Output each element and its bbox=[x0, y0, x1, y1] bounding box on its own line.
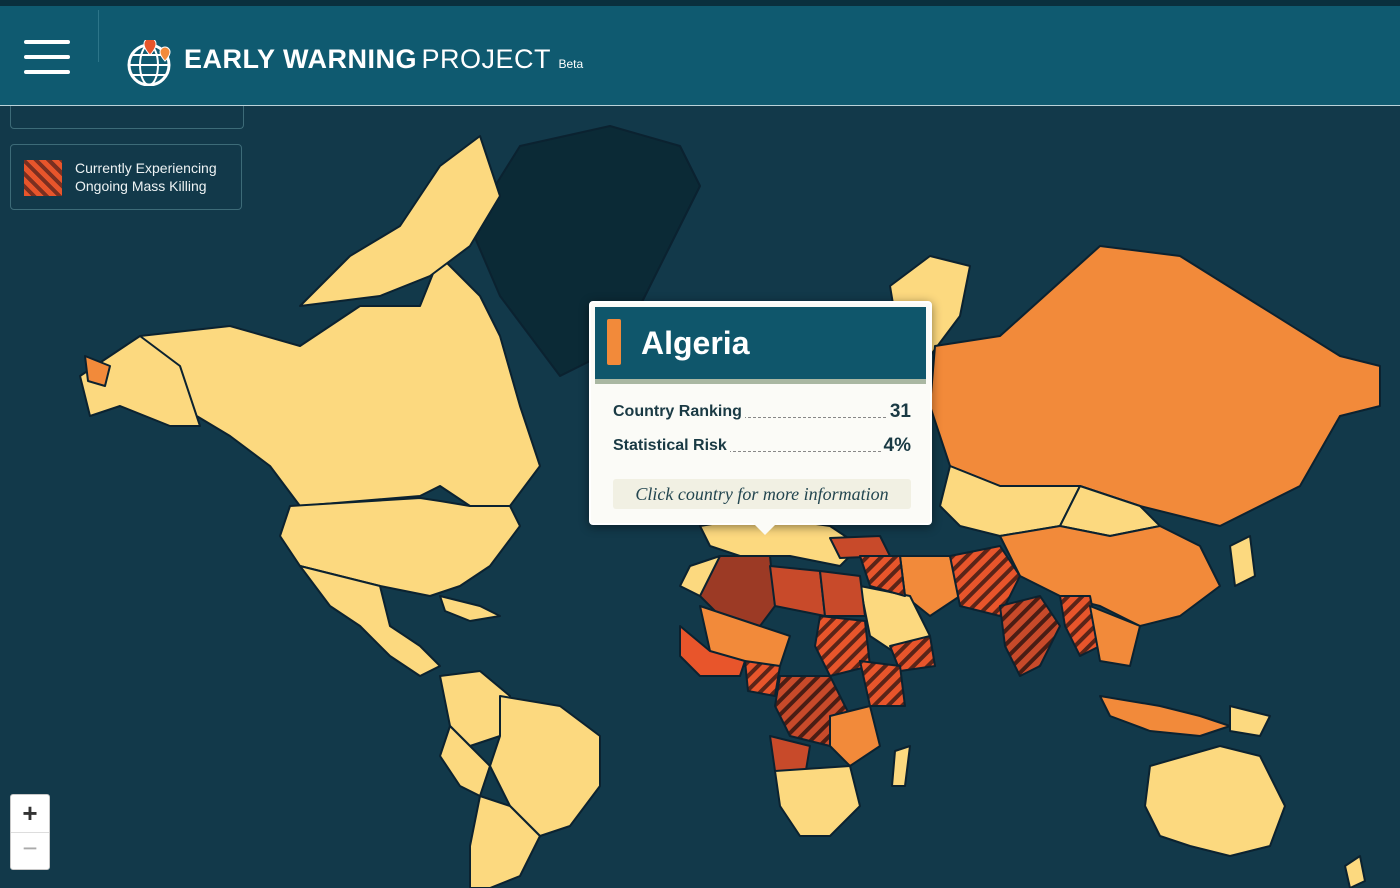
country-canada[interactable] bbox=[139, 255, 541, 507]
country-syria-iraq[interactable] bbox=[859, 555, 906, 597]
top-navigation-bar: EARLY WARNING PROJECT Beta bbox=[0, 0, 1400, 106]
tooltip-hint: Click country for more information bbox=[613, 479, 911, 509]
region-southeast-asia[interactable] bbox=[1089, 605, 1141, 667]
country-india[interactable] bbox=[999, 595, 1061, 677]
legend-ongoing-mass-killing: Currently Experiencing Ongoing Mass Kill… bbox=[10, 144, 242, 210]
hatch-swatch bbox=[24, 160, 62, 196]
risk-label: Statistical Risk bbox=[613, 437, 730, 455]
tooltip-country-name: Algeria bbox=[641, 325, 750, 361]
country-egypt[interactable] bbox=[819, 570, 866, 617]
globe-pin-icon[interactable] bbox=[124, 40, 174, 86]
ranking-label: Country Ranking bbox=[613, 403, 745, 421]
statistical-risk-row: Statistical Risk 4% bbox=[613, 435, 911, 459]
country-argentina-chile[interactable] bbox=[469, 795, 541, 888]
country-japan[interactable] bbox=[1229, 535, 1256, 587]
country-tooltip: Algeria Country Ranking 31 Statistical R… bbox=[589, 301, 932, 535]
country-brazil[interactable] bbox=[489, 695, 601, 837]
country-west-africa[interactable] bbox=[679, 625, 746, 677]
country-ranking-row: Country Ranking 31 bbox=[613, 401, 911, 425]
country-southern-africa[interactable] bbox=[774, 765, 861, 837]
risk-color-bar bbox=[607, 319, 621, 365]
brand-bold: EARLY WARNING bbox=[184, 44, 418, 74]
legend-panel-top bbox=[10, 106, 244, 129]
country-mexico[interactable] bbox=[299, 565, 441, 677]
country-east-africa[interactable] bbox=[829, 705, 881, 767]
beta-badge: Beta bbox=[558, 57, 584, 71]
country-sudan[interactable] bbox=[814, 615, 871, 677]
country-canada-islands[interactable] bbox=[299, 135, 501, 307]
country-afghanistan-pakistan[interactable] bbox=[949, 545, 1021, 617]
legend-line-2: Ongoing Mass Killing bbox=[75, 178, 207, 194]
country-greenland[interactable] bbox=[469, 125, 701, 377]
country-indonesia[interactable] bbox=[1099, 695, 1231, 737]
world-risk-map[interactable] bbox=[0, 106, 1400, 888]
risk-value: 4% bbox=[880, 435, 911, 457]
country-papua[interactable] bbox=[1229, 705, 1271, 737]
country-russia-chukotka[interactable] bbox=[84, 355, 111, 387]
site-logo-text[interactable]: EARLY WARNING PROJECT Beta bbox=[184, 44, 583, 75]
country-yemen[interactable] bbox=[889, 635, 936, 672]
country-turkey[interactable] bbox=[829, 535, 891, 559]
legend-line-1: Currently Experiencing bbox=[75, 160, 217, 176]
zoom-in-button[interactable]: + bbox=[11, 795, 49, 833]
zoom-control: + − bbox=[10, 794, 50, 870]
country-ethiopia-somalia[interactable] bbox=[859, 660, 906, 707]
country-usa-alaska[interactable] bbox=[79, 335, 201, 427]
hamburger-icon bbox=[24, 40, 70, 44]
country-new-zealand[interactable] bbox=[1344, 855, 1366, 888]
country-china[interactable] bbox=[999, 525, 1221, 627]
zoom-out-button[interactable]: − bbox=[22, 833, 38, 863]
ranking-value: 31 bbox=[886, 401, 911, 423]
country-madagascar[interactable] bbox=[891, 745, 911, 787]
country-australia[interactable] bbox=[1144, 745, 1286, 857]
header-divider bbox=[98, 10, 99, 62]
hamburger-menu-button[interactable] bbox=[24, 40, 70, 76]
country-libya[interactable] bbox=[769, 565, 826, 617]
tooltip-header: Algeria bbox=[595, 307, 926, 384]
country-nigeria[interactable] bbox=[744, 660, 781, 697]
brand-light: PROJECT bbox=[421, 44, 552, 74]
region-caribbean[interactable] bbox=[439, 595, 501, 622]
legend-label: Currently Experiencing Ongoing Mass Kill… bbox=[75, 159, 217, 195]
